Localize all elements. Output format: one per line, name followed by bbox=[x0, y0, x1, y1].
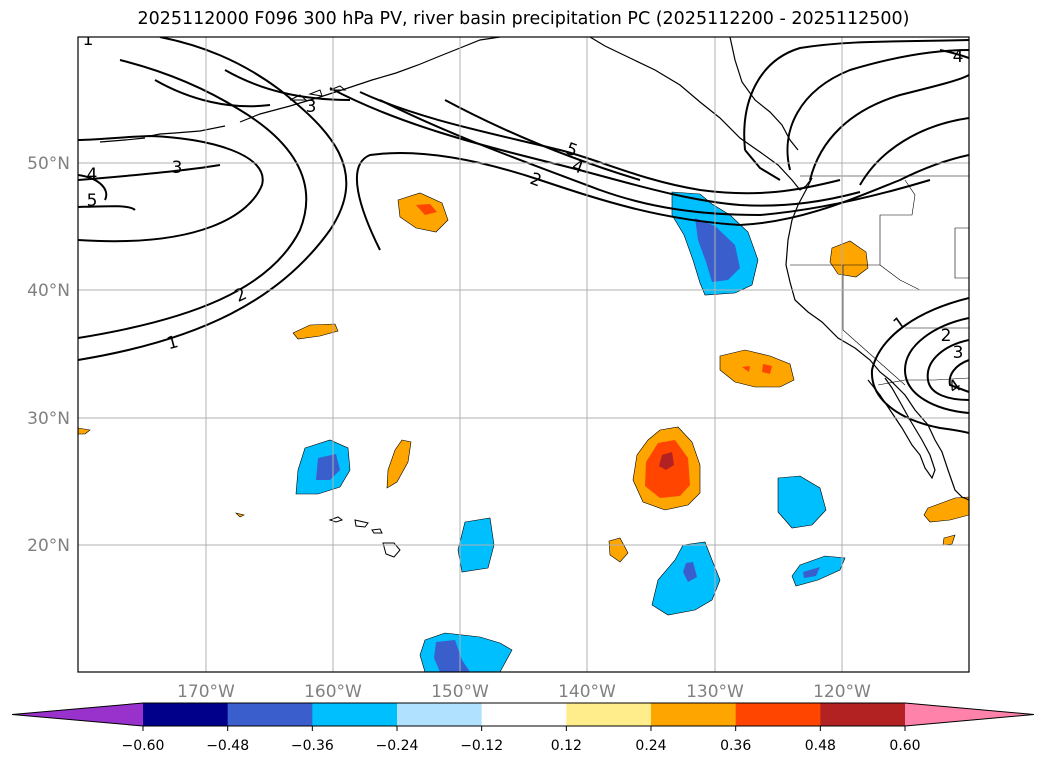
contour-label: 1 bbox=[165, 332, 181, 354]
lon-label: 140°W bbox=[558, 682, 616, 702]
colorbar-tick-label: 0.60 bbox=[889, 738, 920, 754]
graticule bbox=[78, 37, 969, 672]
precip-patch-core bbox=[683, 562, 697, 582]
colorbar-tick-label: −0.24 bbox=[376, 738, 419, 754]
precip-patches bbox=[78, 191, 969, 672]
precip-patch-core bbox=[434, 640, 470, 672]
contour-label: 1 bbox=[83, 30, 94, 50]
contour-label: 5 bbox=[87, 191, 98, 211]
map-title: 2025112000 F096 300 hPa PV, river basin … bbox=[137, 9, 910, 29]
colorbar-extend-high bbox=[905, 703, 1034, 726]
contour-label: 4 bbox=[945, 376, 965, 399]
colorbar-extend-low bbox=[12, 703, 143, 726]
precip-patch-negative bbox=[651, 541, 721, 616]
colorbar-segment bbox=[397, 703, 483, 726]
precip-patch-positive bbox=[942, 534, 956, 546]
lat-label: 40°N bbox=[27, 281, 70, 301]
contour-label: 3 bbox=[306, 97, 317, 117]
lat-labels: 50°N 40°N 30°N 20°N bbox=[27, 154, 70, 556]
precip-patch-positive bbox=[608, 537, 629, 563]
precip-patch-negative bbox=[777, 475, 827, 529]
colorbar-segment bbox=[651, 703, 737, 726]
colorbar-segment bbox=[566, 703, 652, 726]
precip-patch-negative bbox=[791, 555, 846, 587]
lon-labels: 170°W 160°W 150°W 140°W 130°W 120°W bbox=[177, 682, 871, 702]
precip-patch-core bbox=[742, 364, 772, 374]
lon-label: 130°W bbox=[686, 682, 744, 702]
precip-patch-positive bbox=[235, 512, 245, 518]
colorbar-tick-label: −0.60 bbox=[122, 738, 165, 754]
colorbar-segment bbox=[227, 703, 313, 726]
pv-contours bbox=[78, 37, 969, 434]
colorbar-tick-label: 0.36 bbox=[720, 738, 751, 754]
colorbar-segment bbox=[481, 703, 567, 726]
precip-patch-core bbox=[695, 218, 740, 282]
colorbar-segment bbox=[143, 703, 229, 726]
contour-labels: 1 2 3 4 5 1 2 3 4 5 1 2 3 4 4 bbox=[83, 30, 966, 399]
lon-label: 160°W bbox=[304, 682, 362, 702]
lon-label: 150°W bbox=[431, 682, 489, 702]
colorbar-tick-label: 0.24 bbox=[635, 738, 666, 754]
colorbar-tick-label: −0.12 bbox=[460, 738, 503, 754]
contour-label: 3 bbox=[172, 158, 183, 178]
contour-label: 3 bbox=[953, 343, 964, 363]
precip-patch-core bbox=[316, 454, 340, 480]
contour-label: 4 bbox=[953, 47, 964, 67]
lat-label: 50°N bbox=[27, 154, 70, 174]
precip-patch-positive bbox=[923, 496, 969, 523]
contour-label: 2 bbox=[232, 284, 250, 307]
precip-patch-positive bbox=[386, 439, 412, 489]
precip-patch-core bbox=[659, 452, 674, 470]
precip-patch-positive bbox=[829, 240, 869, 278]
colorbar-segment bbox=[312, 703, 398, 726]
coastlines bbox=[99, 37, 969, 558]
colorbar-segment bbox=[735, 703, 821, 726]
precip-patch-core bbox=[803, 567, 820, 578]
precip-patch-positive bbox=[78, 427, 91, 435]
precip-patch-core bbox=[416, 204, 437, 215]
colorbar-tick-label: 0.48 bbox=[805, 738, 836, 754]
lon-label: 120°W bbox=[813, 682, 871, 702]
lat-label: 20°N bbox=[27, 536, 70, 556]
colorbar-tick-label: −0.36 bbox=[291, 738, 334, 754]
precip-patch-positive bbox=[292, 323, 339, 340]
colorbar-tick-label: 0.12 bbox=[551, 738, 582, 754]
colorbar: −0.60 −0.48 −0.36 −0.24 −0.12 0.12 0.24 0.36 0.4… bbox=[11, 702, 1035, 754]
contour-label: 2 bbox=[941, 326, 952, 346]
colorbar-segment bbox=[820, 703, 906, 726]
colorbar-tick-label: −0.48 bbox=[206, 738, 249, 754]
map-frame bbox=[77, 36, 970, 673]
lon-label: 170°W bbox=[177, 682, 235, 702]
lat-label: 30°N bbox=[27, 409, 70, 429]
contour-label: 4 bbox=[87, 165, 98, 185]
precip-patch-positive bbox=[719, 349, 795, 388]
